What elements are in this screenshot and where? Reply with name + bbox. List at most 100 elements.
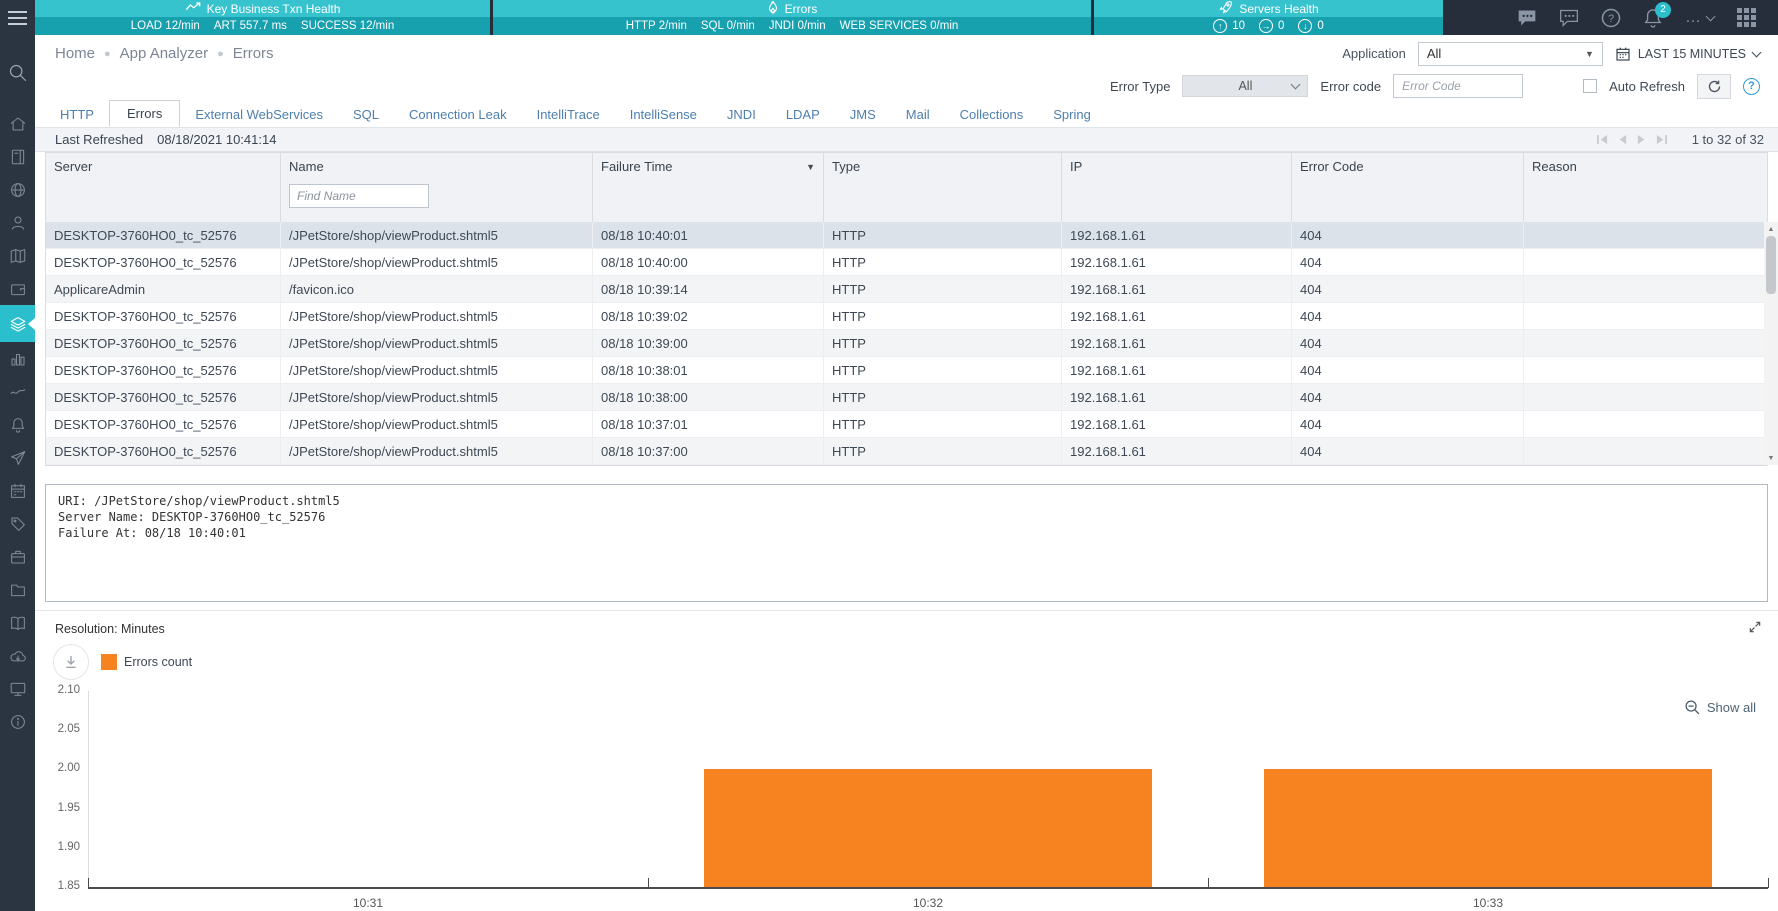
sidebar-item-info[interactable] <box>0 705 35 738</box>
tab-jndi[interactable]: JNDI <box>726 107 756 122</box>
last-page-icon[interactable] <box>1655 134 1668 145</box>
chart-section: Resolution: Minutes Errors count Show al… <box>35 610 1778 911</box>
column-header-failure-time[interactable]: Failure Time ▼ <box>593 152 824 180</box>
sidebar-item-cloud[interactable] <box>0 639 35 672</box>
auto-refresh-checkbox[interactable] <box>1583 79 1598 93</box>
last-refreshed-value: 08/18/2021 10:41:14 <box>157 132 277 147</box>
column-header-label: Failure Time <box>601 159 673 174</box>
menu-icon[interactable] <box>0 0 35 35</box>
x-axis-tick <box>1208 878 1209 888</box>
tab-errors[interactable]: Errors <box>108 100 181 127</box>
apps-grid-icon[interactable] <box>1736 8 1756 28</box>
prev-page-icon[interactable] <box>1617 134 1628 145</box>
application-select[interactable]: All ▼ <box>1417 41 1603 66</box>
scroll-down-icon[interactable]: ▼ <box>1767 454 1775 462</box>
filter-cell-ip <box>1062 180 1292 222</box>
cell-name: /favicon.ico <box>281 276 593 303</box>
table-row[interactable]: DESKTOP-3760HO0_tc_52576/JPetStore/shop/… <box>45 411 1768 438</box>
chat-outline-icon[interactable] <box>1559 8 1579 28</box>
page-help-icon[interactable]: ? <box>1743 77 1760 95</box>
kpi-panel-errors[interactable]: Errors HTTP 2/min SQL 0/min JNDI 0/min WEB S… <box>493 0 1091 35</box>
sidebar-item-wallet[interactable] <box>0 272 35 305</box>
breadcrumb-item-errors[interactable]: Errors <box>232 45 274 62</box>
trend-icon <box>185 1 201 16</box>
breadcrumb: Home ● App Analyzer ● Errors <box>55 45 274 62</box>
help-icon[interactable]: ? <box>1601 8 1621 28</box>
scrollbar-thumb[interactable] <box>1766 236 1776 294</box>
cell-reason <box>1524 357 1768 384</box>
tab-connection-leak[interactable]: Connection Leak <box>409 107 507 122</box>
bar-10:33[interactable] <box>1264 769 1712 887</box>
table-row[interactable]: DESKTOP-3760HO0_tc_52576/JPetStore/shop/… <box>45 384 1768 411</box>
table-row[interactable]: ApplicareAdmin/favicon.ico 08/18 10:39:14… <box>45 276 1768 303</box>
sidebar-item-bell[interactable] <box>0 408 35 441</box>
column-header-server[interactable]: Server <box>45 152 281 180</box>
table-row[interactable]: DESKTOP-3760HO0_tc_52576/JPetStore/shop/… <box>45 357 1768 384</box>
error-type-select[interactable]: All <box>1182 75 1309 97</box>
table-row[interactable]: DESKTOP-3760HO0_tc_52576/JPetStore/shop/… <box>45 303 1768 330</box>
sidebar-item-book[interactable] <box>0 606 35 639</box>
next-page-icon[interactable] <box>1636 134 1647 145</box>
sidebar-item-trend[interactable] <box>0 375 35 408</box>
column-header-reason[interactable]: Reason <box>1524 152 1768 180</box>
expand-icon[interactable] <box>1748 620 1762 639</box>
time-range-picker[interactable]: LAST 15 MINUTES <box>1615 46 1762 62</box>
kpi-metric: SQL 0/min <box>700 20 755 32</box>
find-name-input[interactable] <box>289 184 429 208</box>
first-page-icon[interactable] <box>1596 134 1609 145</box>
calendar-icon <box>1616 47 1630 61</box>
sidebar-item-bar-chart[interactable] <box>0 342 35 375</box>
tab-sql[interactable]: SQL <box>353 107 380 122</box>
sidebar-item-home[interactable] <box>0 107 35 140</box>
sidebar-item-layers[interactable] <box>0 305 35 342</box>
kpi-title: Errors <box>784 1 818 16</box>
sidebar-item-globe[interactable] <box>0 173 35 206</box>
show-all-button[interactable]: Show all <box>1684 699 1756 716</box>
error-code-input[interactable] <box>1393 74 1524 98</box>
error-details-panel: URI: /JPetStore/shop/viewProduct.shtml5 S… <box>45 484 1768 602</box>
cell-error-code: 404 <box>1292 276 1524 303</box>
sidebar-item-send[interactable] <box>0 441 35 474</box>
chat-filled-icon[interactable] <box>1517 8 1537 28</box>
download-chart-button[interactable] <box>53 644 89 680</box>
kpi-panel-servers-health[interactable]: Servers Health ↑ 10 → 0 ↓ 0 <box>1094 0 1443 35</box>
tab-jms[interactable]: JMS <box>849 107 876 122</box>
sidebar-item-briefcase[interactable] <box>0 540 35 573</box>
sidebar-item-notebook[interactable] <box>0 140 35 173</box>
breadcrumb-item-app-analyzer[interactable]: App Analyzer <box>119 45 209 62</box>
tab-collections[interactable]: Collections <box>959 107 1024 122</box>
tab-ldap[interactable]: LDAP <box>785 107 820 122</box>
column-header-error-code[interactable]: Error Code <box>1292 152 1524 180</box>
filter-cell-failure-time <box>593 180 824 222</box>
column-header-ip[interactable]: IP <box>1062 152 1292 180</box>
table-scrollbar[interactable]: ▲ ▼ <box>1764 222 1778 465</box>
column-header-type[interactable]: Type <box>824 152 1062 180</box>
sidebar-item-calendar[interactable] <box>0 474 35 507</box>
chevron-down-icon <box>1751 47 1762 57</box>
kpi-panel-key-business-txn-health[interactable]: Key Business Txn Health LOAD 12/min ART 55… <box>35 0 490 35</box>
refresh-button[interactable] <box>1697 73 1731 99</box>
sidebar-item-folder[interactable] <box>0 573 35 606</box>
tab-intellitrace[interactable]: IntelliTrace <box>536 107 600 122</box>
tab-http[interactable]: HTTP <box>60 107 94 122</box>
tab-intellisense[interactable]: IntelliSense <box>629 107 697 122</box>
error-type-value: All <box>1238 79 1253 93</box>
bar-10:32[interactable] <box>704 769 1152 887</box>
sidebar-item-monitor[interactable] <box>0 672 35 705</box>
notifications-bell-icon[interactable]: 2 <box>1643 1 1671 28</box>
column-header-name[interactable]: Name <box>281 152 593 180</box>
table-row[interactable]: DESKTOP-3760HO0_tc_52576/JPetStore/shop/… <box>45 438 1768 465</box>
table-row[interactable]: DESKTOP-3760HO0_tc_52576/JPetStore/shop/… <box>45 222 1768 249</box>
sidebar-item-tag[interactable] <box>0 507 35 540</box>
scroll-up-icon[interactable]: ▲ <box>1767 225 1775 233</box>
table-row[interactable]: DESKTOP-3760HO0_tc_52576/JPetStore/shop/… <box>45 330 1768 357</box>
tab-mail[interactable]: Mail <box>905 107 930 122</box>
tab-spring[interactable]: Spring <box>1053 107 1091 122</box>
breadcrumb-item-home[interactable]: Home <box>55 45 96 62</box>
sidebar-item-map[interactable] <box>0 239 35 272</box>
sidebar-item-user[interactable] <box>0 206 35 239</box>
more-menu[interactable]: … <box>1685 9 1716 27</box>
sidebar-item-search[interactable] <box>0 51 35 93</box>
tab-external-webservices[interactable]: External WebServices <box>195 107 323 122</box>
table-row[interactable]: DESKTOP-3760HO0_tc_52576/JPetStore/shop/… <box>45 249 1768 276</box>
